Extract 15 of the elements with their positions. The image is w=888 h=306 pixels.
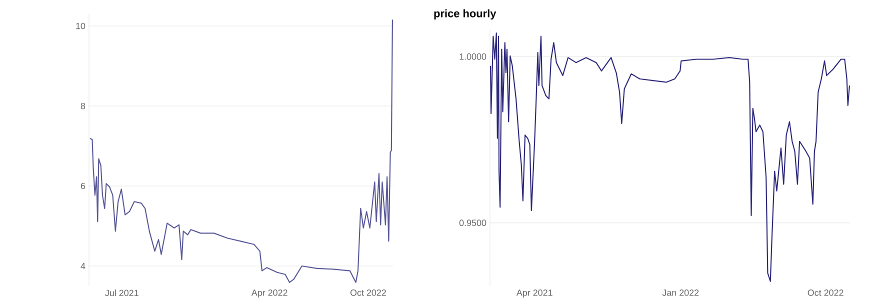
y-tick-label: 8 [80, 102, 86, 110]
x-tick-label: Jul 2021 [105, 290, 138, 296]
line-series [90, 19, 394, 283]
y-tick-label: 0.9500 [459, 220, 486, 226]
x-tick-label: Oct 2022 [808, 290, 844, 296]
y-tick-label: 10 [76, 22, 86, 30]
x-tick-label: Apr 2021 [516, 290, 552, 298]
chart-title: price hourly [434, 9, 496, 20]
line-series [490, 32, 850, 282]
y-tick-label: 6 [80, 182, 86, 190]
y-tick-label: 1.0000 [460, 53, 486, 60]
x-tick-label: Oct 2022 [350, 290, 386, 296]
x-tick-label: Apr 2022 [251, 290, 288, 298]
y-tick-label: 4 [80, 262, 86, 270]
x-tick-label: Jan 2022 [662, 290, 699, 296]
